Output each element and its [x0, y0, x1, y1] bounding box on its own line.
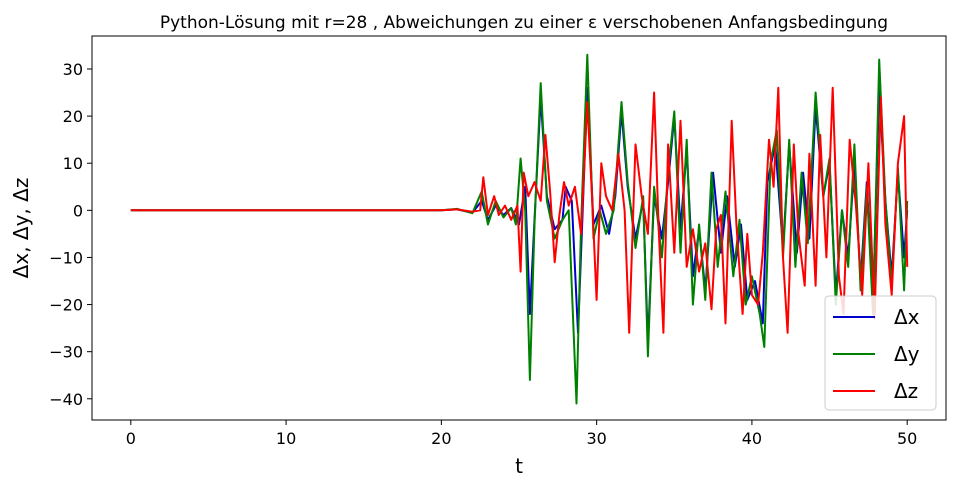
y-axis-label: Δx, Δy, Δz [9, 178, 33, 279]
y-tick-label: 10 [63, 154, 83, 173]
plot-area [130, 53, 909, 405]
legend-label: Δx [894, 305, 920, 329]
x-tick-label: 20 [431, 429, 451, 448]
x-axis-label: t [515, 454, 523, 478]
legend: Δx Δy Δz [824, 295, 937, 411]
axes-frame [91, 35, 947, 421]
x-axis: 0 10 20 30 40 50 [126, 420, 917, 448]
y-tick-label: −10 [49, 248, 83, 267]
y-tick-label: −40 [49, 390, 83, 409]
legend-label: Δz [894, 379, 918, 403]
x-tick-label: 0 [126, 429, 136, 448]
x-tick-label: 10 [276, 429, 296, 448]
series-line [130, 86, 909, 334]
y-tick-label: 30 [63, 60, 83, 79]
legend-label: Δy [894, 342, 920, 366]
y-tick-label: −20 [49, 296, 83, 315]
chart-title: Python-Lösung mit r=28 , Abweichungen zu… [160, 13, 888, 33]
legend-box [824, 295, 937, 411]
y-tick-label: 0 [73, 201, 83, 220]
y-tick-label: 20 [63, 107, 83, 126]
y-axis: −40 −30 −20 −10 0 10 20 30 [49, 60, 92, 409]
x-tick-label: 50 [897, 429, 917, 448]
y-tick-label: −30 [49, 343, 83, 362]
x-tick-label: 40 [742, 429, 762, 448]
x-tick-label: 30 [586, 429, 606, 448]
